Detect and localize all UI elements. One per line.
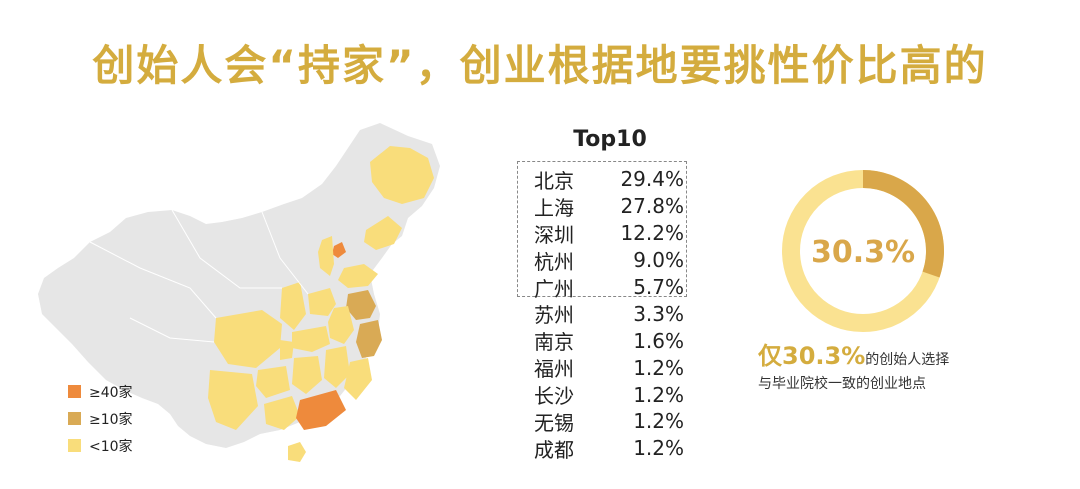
ranking-table: 北京 29.4% 上海 27.8% 深圳 12.2% 杭州 9.0% 广州 5.7% 苏州 3.3% 南… (534, 166, 684, 462)
legend-label: ≥10家 (89, 411, 133, 428)
china-map (30, 118, 500, 483)
region-shandong (338, 264, 378, 288)
ranking-value: 9.0% (633, 248, 684, 273)
ranking-row: 福州 1.2% (534, 354, 684, 382)
ranking-row: 深圳 12.2% (534, 220, 684, 247)
region-hubei (292, 326, 330, 352)
ranking-value: 27.8% (620, 194, 684, 219)
ranking-row: 成都 1.2% (534, 435, 684, 462)
ranking-value: 12.2% (620, 221, 684, 246)
ranking-value: 1.2% (633, 355, 684, 380)
ranking-row: 广州 5.7% (534, 274, 684, 301)
region-jiangxi (324, 346, 350, 388)
top5-highlight-box (517, 161, 687, 297)
region-sichuan (214, 310, 282, 368)
legend-item: <10家 (68, 432, 133, 459)
region-heilongjiang (370, 146, 434, 204)
ranking-value: 1.2% (633, 436, 684, 461)
donut-note: 仅30.3%的创始人选择 与毕业院校一致的创业地点 (758, 344, 978, 396)
region-hebei (318, 236, 334, 276)
ranking-city: 苏州 (534, 303, 574, 328)
legend-item: ≥10家 (68, 405, 133, 432)
region-guangxi (264, 396, 300, 430)
ranking-city: 杭州 (534, 249, 574, 274)
map-hainan (288, 442, 306, 462)
ranking-city: 广州 (534, 276, 574, 301)
ranking-city: 北京 (534, 168, 574, 193)
region-liaoning (364, 216, 402, 250)
donut-chart: 30.3% (778, 166, 948, 336)
region-yunnan (208, 370, 258, 430)
ranking-row: 北京 29.4% (534, 166, 684, 193)
ranking-city: 福州 (534, 357, 574, 382)
region-zhejiang (356, 320, 382, 358)
ranking-city: 长沙 (534, 384, 574, 409)
province-borders (89, 209, 309, 343)
ranking-value: 29.4% (620, 167, 684, 192)
note-line1: 的创始人选择 (865, 352, 950, 368)
ranking-value: 1.6% (633, 328, 684, 353)
ranking-row: 上海 27.8% (534, 193, 684, 220)
ranking-city: 上海 (534, 195, 574, 220)
legend-swatch (68, 412, 81, 425)
legend-label: <10家 (89, 438, 133, 455)
region-hunan (292, 356, 322, 394)
top10-title: Top10 (573, 127, 647, 152)
region-shaanxi (280, 282, 306, 330)
region-anhui (328, 306, 354, 344)
legend-swatch (68, 439, 81, 452)
ranking-row: 南京 1.6% (534, 327, 684, 355)
legend-label: ≥40家 (89, 384, 133, 401)
region-beijing (332, 242, 346, 258)
ranking-value: 1.2% (633, 409, 684, 434)
ranking-city: 成都 (534, 437, 574, 462)
ranking-value: 5.7% (633, 275, 684, 299)
ranking-city: 深圳 (534, 222, 574, 247)
legend-item: ≥40家 (68, 378, 133, 405)
region-fujian (344, 358, 372, 400)
donut-label: 30.3% (811, 235, 915, 270)
legend-swatch (68, 385, 81, 398)
ranking-row: 苏州 3.3% (534, 300, 684, 328)
page-title: 创始人会“持家”，创业根据地要挑性价比高的 (92, 41, 988, 90)
ranking-row: 杭州 9.0% (534, 247, 684, 274)
region-chongqing (280, 340, 294, 360)
region-jiangsu (346, 290, 376, 320)
donut-slice (862, 170, 944, 278)
map-legend: ≥40家 ≥10家 <10家 (68, 378, 133, 459)
note-prefix: 仅 (758, 342, 782, 370)
note-line2: 与毕业院校一致的创业地点 (758, 376, 926, 392)
ranking-value: 3.3% (633, 301, 684, 326)
ranking-value: 1.2% (633, 382, 684, 407)
ranking-row: 无锡 1.2% (534, 408, 684, 435)
region-guangdong (296, 390, 346, 430)
ranking-city: 无锡 (534, 410, 574, 435)
ranking-city: 南京 (534, 330, 574, 355)
region-guizhou (256, 366, 290, 398)
note-value: 30.3% (782, 342, 866, 370)
china-map-svg (38, 123, 440, 462)
donut-svg: 30.3% (782, 170, 944, 332)
region-henan (308, 288, 336, 316)
ranking-row: 长沙 1.2% (534, 381, 684, 409)
